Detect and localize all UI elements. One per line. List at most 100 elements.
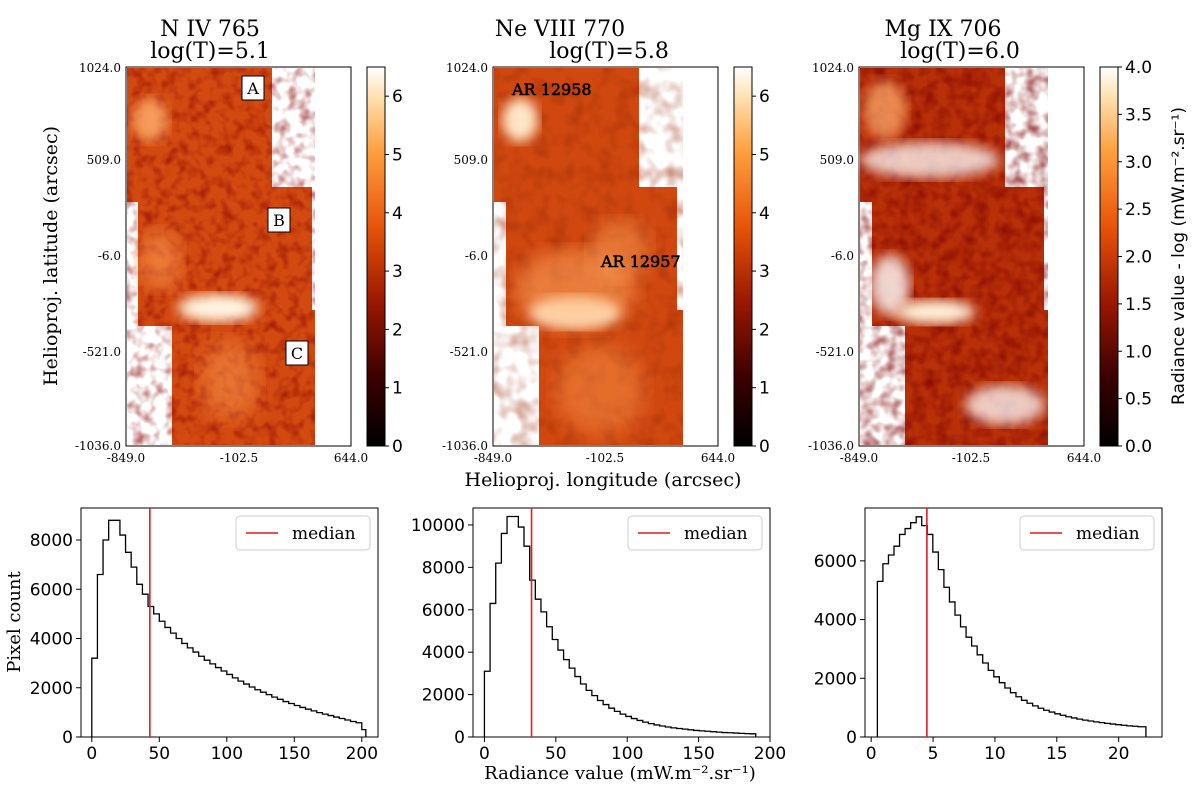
legend: median bbox=[627, 515, 763, 551]
map-title-line2: log(T)=5.1 bbox=[150, 39, 270, 64]
x-tick-label: 10 bbox=[984, 744, 1006, 764]
map-xtick: -849.0 bbox=[474, 451, 512, 465]
active-region-label-ar-12957: AR 12957 bbox=[600, 252, 681, 271]
x-tick-label: 15 bbox=[1046, 744, 1068, 764]
map-image bbox=[494, 68, 683, 445]
colorbar-gradient bbox=[733, 66, 753, 447]
histogram-step-line bbox=[876, 516, 1147, 737]
map-xtick: 644.0 bbox=[334, 451, 368, 465]
region-label-a: A bbox=[241, 75, 265, 101]
map-title-line1: Mg IX 706 bbox=[885, 17, 1002, 42]
map-image bbox=[860, 68, 1048, 445]
y-tick-label: 6000 bbox=[422, 601, 465, 621]
histogram-step-line bbox=[91, 519, 367, 737]
colorbar-tick-label: 2.0 bbox=[1125, 248, 1152, 268]
x-tick-label: 200 bbox=[346, 744, 378, 764]
map-yticks: 1024.0 509.0 -6.0 -521.0 -1036.0 bbox=[808, 61, 854, 453]
histogram-mg-ix: 0 5 10 15 20 0 2000 4000 6000 median bbox=[814, 507, 1163, 764]
x-tick-label: 100 bbox=[211, 744, 243, 764]
map-xtick: -102.5 bbox=[952, 451, 990, 465]
map-ytick: -521.0 bbox=[816, 345, 854, 359]
x-tick-label: 50 bbox=[545, 744, 567, 764]
y-tick-label: 0 bbox=[846, 728, 857, 748]
y-tick-label: 2000 bbox=[422, 686, 465, 706]
map-xticks: -849.0 -102.5 644.0 bbox=[107, 451, 368, 465]
map-ytick: -6.0 bbox=[465, 249, 488, 263]
legend-box bbox=[235, 515, 371, 551]
map-xlabel: Helioproj. longitude (arcsec) bbox=[465, 469, 742, 491]
region-label-text: A bbox=[246, 79, 259, 98]
region-label-text: B bbox=[273, 211, 285, 230]
colorbar-tick-label: 3.5 bbox=[1125, 105, 1152, 125]
x-tick-label: 0 bbox=[86, 744, 97, 764]
x-tick-label: 5 bbox=[928, 744, 939, 764]
legend: median bbox=[1019, 515, 1155, 551]
map-xticks: -849.0 -102.5 644.0 bbox=[474, 451, 735, 465]
map-xtick: -102.5 bbox=[220, 451, 258, 465]
colorbar-tick-label: 0 bbox=[759, 437, 770, 457]
map-image bbox=[127, 68, 315, 445]
region-label-c: C bbox=[285, 340, 309, 366]
colorbar-ticks: 0.0 0.5 1.0 1.5 2.0 2.5 3.0 3.5 4.0 bbox=[1118, 58, 1152, 457]
colorbar-tick-label: 3 bbox=[392, 262, 403, 282]
x-tick-label: 100 bbox=[611, 744, 643, 764]
y-tick-label: 6000 bbox=[30, 580, 73, 600]
colorbar-ticks: 0 1 2 3 4 5 6 bbox=[385, 87, 403, 457]
x-tick-label: 150 bbox=[682, 744, 714, 764]
map-ytick: 1024.0 bbox=[812, 61, 854, 75]
colorbar-tick-label: 5 bbox=[392, 145, 403, 165]
map-ytick: 509.0 bbox=[87, 153, 121, 167]
y-tick-label: 8000 bbox=[30, 531, 73, 551]
map-panel-ne-viii: Ne VIII 770 log(T)=5.8 AR 12958 AR 12957… bbox=[442, 17, 770, 465]
legend-label: median bbox=[292, 524, 356, 544]
y-tick-label: 4000 bbox=[814, 611, 857, 631]
hist-xlabel: Radiance value (mW.m⁻².sr⁻¹) bbox=[484, 763, 756, 784]
map-ytick: -521.0 bbox=[450, 345, 488, 359]
y-tick-label: 6000 bbox=[814, 552, 857, 572]
colorbar-tick-label: 1.0 bbox=[1125, 342, 1152, 362]
colorbar-tick-label: 6 bbox=[392, 87, 403, 107]
map-xticks: -849.0 -102.5 644.0 bbox=[840, 451, 1101, 465]
x-tick-label: 150 bbox=[278, 744, 310, 764]
map-panel-mg-ix: Mg IX 706 log(T)=6.0 1024.0 509.0 -6.0 -… bbox=[808, 17, 1189, 465]
y-tick-label: 8000 bbox=[422, 558, 465, 578]
map-yticks: 1024.0 509.0 -6.0 -521.0 -1036.0 bbox=[442, 61, 488, 453]
legend-label: median bbox=[684, 524, 748, 544]
colorbar-tick-label: 1 bbox=[392, 379, 403, 399]
map-panel-n-iv: N IV 765 log(T)=5.1 A B C 1024.0 509.0 -… bbox=[75, 17, 403, 465]
colorbar-tick-label: 2 bbox=[392, 320, 403, 340]
y-tick-label: 10000 bbox=[411, 516, 465, 536]
legend-box bbox=[627, 515, 763, 551]
map-title-line2: log(T)=5.8 bbox=[549, 39, 669, 64]
map-xtick: -849.0 bbox=[840, 451, 878, 465]
map-xtick: -102.5 bbox=[586, 451, 624, 465]
colorbar-tick-label: 4.0 bbox=[1125, 58, 1152, 78]
active-region-label-ar-12958: AR 12958 bbox=[511, 80, 592, 99]
legend-label: median bbox=[1076, 524, 1140, 544]
x-tick-label: 0 bbox=[866, 744, 877, 764]
x-tick-label: 200 bbox=[754, 744, 786, 764]
colorbar-tick-label: 0 bbox=[392, 437, 403, 457]
y-tick-label: 2000 bbox=[814, 669, 857, 689]
histogram-step-line bbox=[483, 515, 757, 737]
x-tick-label: 50 bbox=[148, 744, 170, 764]
map-xtick: 644.0 bbox=[701, 451, 735, 465]
colorbar-tick-label: 3 bbox=[759, 262, 770, 282]
colorbar: 0 1 2 3 4 5 6 bbox=[366, 66, 403, 457]
map-title-line1: Ne VIII 770 bbox=[495, 17, 625, 42]
map-ytick: 509.0 bbox=[820, 153, 854, 167]
map-ytick: 1024.0 bbox=[79, 61, 121, 75]
region-label-b: B bbox=[267, 207, 291, 233]
map-title-line1: N IV 765 bbox=[160, 17, 260, 42]
hist-ylabel: Pixel count bbox=[4, 570, 25, 672]
map-ytick: -6.0 bbox=[98, 249, 121, 263]
x-tick-label: 20 bbox=[1108, 744, 1130, 764]
colorbar-tick-label: 4 bbox=[392, 204, 403, 224]
colorbar-tick-label: 3.0 bbox=[1125, 153, 1152, 173]
x-tick-label: 0 bbox=[479, 744, 490, 764]
map-yticks: 1024.0 509.0 -6.0 -521.0 -1036.0 bbox=[75, 61, 121, 453]
legend-box bbox=[1019, 515, 1155, 551]
colorbar-gradient bbox=[366, 66, 386, 447]
